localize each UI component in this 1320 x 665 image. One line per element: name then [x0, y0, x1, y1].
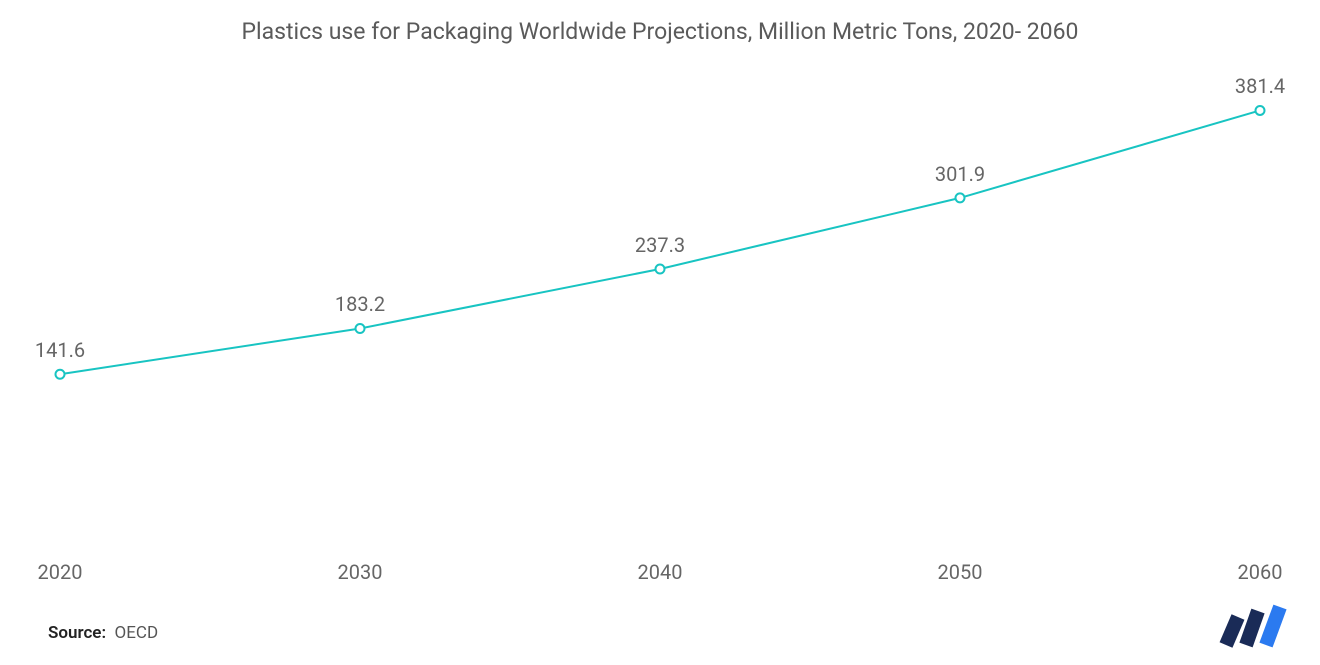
plot-area	[60, 90, 1260, 530]
chart-container: Plastics use for Packaging Worldwide Pro…	[0, 0, 1320, 665]
value-label: 301.9	[935, 162, 985, 186]
x-axis-tick-label: 2040	[638, 560, 683, 584]
brand-logo	[1218, 605, 1290, 647]
value-label: 237.3	[635, 233, 685, 257]
x-axis-tick-label: 2060	[1238, 560, 1283, 584]
data-point	[656, 264, 665, 273]
line-chart-svg	[60, 90, 1260, 530]
value-label: 141.6	[35, 338, 85, 362]
x-axis-tick-label: 2030	[338, 560, 383, 584]
data-point	[56, 370, 65, 379]
brand-logo-svg	[1218, 605, 1290, 647]
source-attribution: Source: OECD	[48, 623, 158, 643]
value-label: 381.4	[1235, 74, 1285, 98]
data-point	[356, 324, 365, 333]
chart-title: Plastics use for Packaging Worldwide Pro…	[0, 18, 1320, 45]
data-point	[1256, 106, 1265, 115]
source-prefix: Source:	[48, 623, 106, 643]
value-label: 183.2	[335, 292, 385, 316]
data-point	[956, 193, 965, 202]
x-axis-tick-label: 2020	[38, 560, 83, 584]
x-axis-tick-label: 2050	[938, 560, 983, 584]
source-text: OECD	[115, 623, 159, 643]
